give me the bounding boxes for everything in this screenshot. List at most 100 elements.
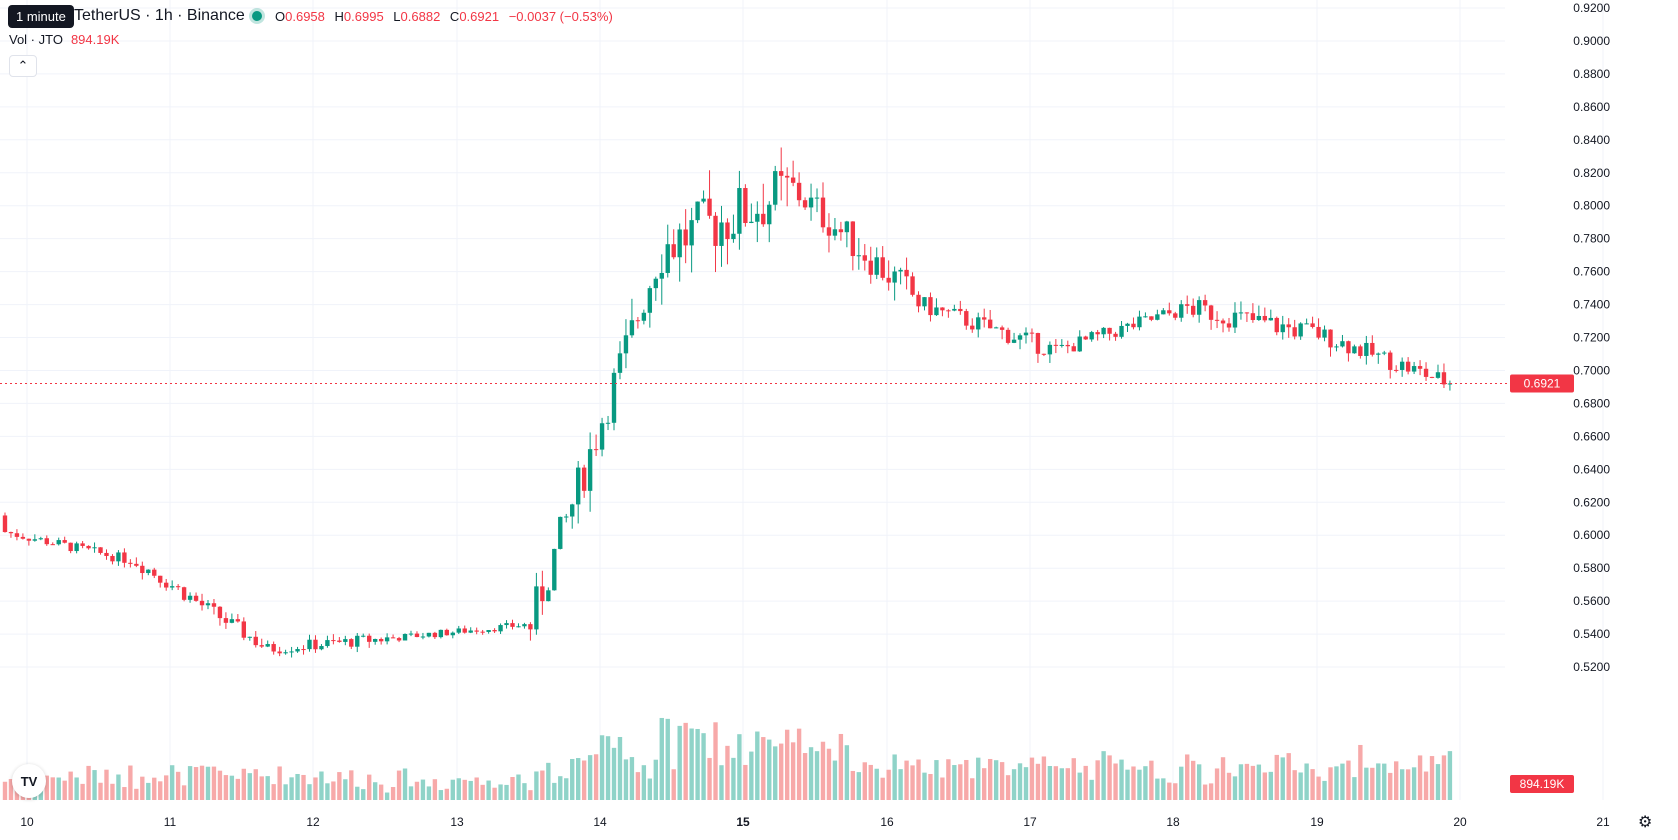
candle-body [1232, 312, 1238, 328]
volume-bar [1274, 754, 1279, 800]
candle-body [1005, 329, 1011, 343]
candle-body [98, 547, 103, 553]
volume-bar [1059, 768, 1065, 800]
candle-body [707, 198, 712, 216]
volume-bar [1071, 758, 1076, 800]
volume-bar [928, 773, 933, 800]
volume-bar [1328, 767, 1333, 800]
symbol-title[interactable]: TetherUS · 1h · Binance [74, 7, 245, 24]
candle-body [289, 651, 294, 653]
time-tick-label: 20 [1453, 815, 1467, 829]
candle-body [1119, 325, 1124, 337]
volume-bar [516, 774, 521, 800]
candle-body [1292, 327, 1297, 337]
volume-bar [205, 766, 211, 800]
candle-body [1149, 316, 1154, 320]
candle-body [283, 652, 288, 654]
volume-bar [1149, 760, 1154, 800]
candle-body [307, 639, 312, 650]
volume-bar [1298, 772, 1303, 800]
candle-body [408, 633, 414, 635]
candle-body [910, 276, 915, 295]
candle-body [898, 269, 903, 272]
volume-bar [1352, 777, 1357, 800]
volume-bar [211, 766, 217, 800]
volume-bar [725, 745, 730, 800]
candle-body [713, 215, 718, 246]
candle-body [832, 229, 838, 236]
candle-body [964, 311, 969, 326]
volume-bar [832, 760, 838, 800]
tradingview-logo-icon[interactable]: TV [12, 764, 46, 798]
candle-body [1161, 310, 1166, 315]
candle-body [593, 449, 599, 451]
volume-bar [510, 777, 515, 800]
candle-body [993, 327, 999, 329]
volume-bar [331, 781, 336, 800]
candle-body [265, 644, 270, 647]
volume-bar [1346, 760, 1351, 800]
candle-body [796, 182, 802, 201]
volume-bar [1232, 776, 1238, 800]
candle-body [868, 260, 873, 275]
volume-bar [796, 728, 802, 800]
volume-bar [1011, 769, 1017, 800]
candle-body [92, 547, 97, 549]
volume-bar [158, 781, 163, 800]
candle-body [976, 317, 981, 330]
candle-body [641, 312, 647, 321]
volume-bar [80, 783, 85, 800]
candle-body [1334, 346, 1339, 348]
candle-body [689, 220, 694, 246]
candle-body [414, 633, 420, 638]
volume-bar [898, 769, 903, 800]
volume-bar [1077, 772, 1082, 800]
volume-bar [587, 755, 593, 800]
volume-bar [68, 771, 73, 800]
candle-body [534, 586, 539, 630]
volume-bar [1167, 782, 1172, 800]
price-tick-label: 0.8800 [1573, 67, 1610, 81]
candle-body [1399, 361, 1405, 370]
candle-body [862, 255, 867, 261]
volume-bar [558, 776, 563, 800]
candle-body [856, 255, 861, 257]
candle-body [450, 632, 455, 636]
volume-bar [671, 769, 676, 800]
volume-bar [581, 760, 587, 800]
candle-body [1107, 327, 1112, 334]
candle-body [510, 623, 515, 627]
candle-body [1083, 336, 1088, 340]
candle-body [271, 644, 276, 652]
volume-bar [1047, 765, 1053, 800]
candle-body [874, 257, 879, 275]
last-volume-tag: 894.19K [1510, 775, 1574, 793]
volume-bar [74, 777, 79, 800]
volume-bar [892, 754, 897, 800]
candle-body [576, 467, 581, 505]
volume-bar [880, 777, 885, 800]
volume-bar [1256, 764, 1262, 800]
volume-bar [92, 770, 97, 800]
last-price-tag: 0.6921 [1510, 374, 1574, 393]
collapse-legend-button[interactable]: ⌃ [9, 55, 37, 77]
candle-body [701, 198, 706, 202]
settings-gear-icon[interactable]: ⚙ [1638, 814, 1653, 831]
candle-body [814, 197, 820, 199]
candle-body [492, 630, 497, 632]
candle-body [1167, 310, 1172, 314]
candle-body [886, 277, 891, 283]
volume-bar [802, 753, 808, 800]
candle-body [1041, 353, 1047, 355]
price-tick-label: 0.5800 [1573, 561, 1610, 575]
volume-bar [1411, 767, 1417, 800]
volume-bar [1429, 756, 1435, 800]
candle-body [319, 646, 324, 650]
candle-body [904, 269, 909, 277]
volume-bar [504, 784, 509, 800]
volume-bar [1035, 763, 1041, 800]
candle-body [677, 229, 682, 258]
candle-body [396, 638, 402, 641]
